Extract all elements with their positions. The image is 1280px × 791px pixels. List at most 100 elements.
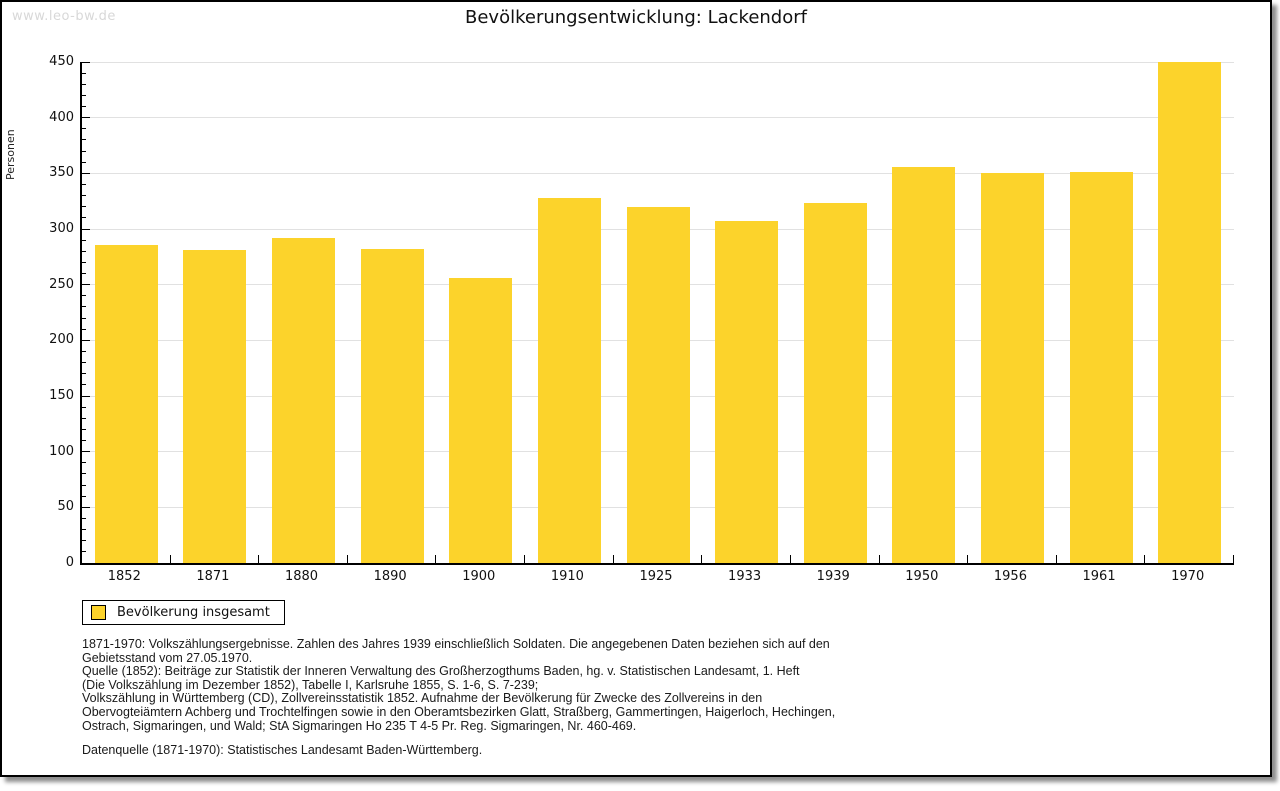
y-major-tick — [82, 506, 90, 508]
y-minor-tick — [82, 239, 86, 241]
x-tick-label-1880: 1880 — [284, 569, 319, 584]
y-tick-label-50: 50 — [57, 499, 74, 515]
y-minor-tick — [82, 139, 86, 141]
population-bar-chart: Personen 0 50 100 150 200 250 300 350 400 450 1852… — [2, 2, 1270, 775]
y-minor-tick — [82, 128, 86, 130]
note-line: Quelle (1852): Beiträge zur Statistik de… — [82, 664, 800, 679]
bar-1852 — [94, 244, 158, 563]
y-minor-tick — [82, 473, 86, 475]
y-minor-tick — [82, 261, 86, 263]
x-boundary-tick — [878, 555, 880, 563]
y-minor-tick — [82, 206, 86, 208]
y-major-tick — [82, 284, 90, 286]
x-tick-label-1910: 1910 — [550, 569, 584, 584]
y-minor-tick — [82, 150, 86, 152]
x-tick-label-1900: 1900 — [462, 569, 496, 584]
y-major-tick — [82, 451, 90, 453]
y-major-tick — [82, 395, 90, 397]
x-tick-label-1933: 1933 — [728, 569, 762, 584]
x-boundary-tick — [701, 555, 703, 563]
y-minor-tick — [82, 350, 86, 352]
chart-page: www.leo-bw.de Bevölkerungsentwicklung: L… — [0, 0, 1272, 777]
y-minor-tick — [82, 529, 86, 531]
y-tick-label-400: 400 — [49, 109, 74, 125]
y-minor-tick — [82, 83, 86, 85]
x-tick-label-1871: 1871 — [196, 569, 230, 584]
x-boundary-tick — [612, 555, 614, 563]
x-tick-label-1939: 1939 — [816, 569, 850, 584]
bar-1933 — [715, 221, 779, 563]
y-minor-tick — [82, 551, 86, 553]
legend-box: Bevölkerung insgesamt — [82, 600, 285, 625]
bar-1970 — [1158, 62, 1222, 563]
gridline-y-400 — [82, 117, 1234, 119]
y-minor-tick — [82, 217, 86, 219]
y-minor-tick — [82, 495, 86, 497]
y-minor-tick — [82, 417, 86, 419]
y-minor-tick — [82, 406, 86, 408]
y-minor-tick — [82, 183, 86, 185]
datasource-note: Datenquelle (1871-1970): Statistisches L… — [82, 743, 483, 757]
bar-1871 — [183, 250, 247, 563]
y-minor-tick — [82, 161, 86, 163]
y-tick-label-100: 100 — [49, 443, 74, 459]
y-minor-tick — [82, 195, 86, 197]
x-boundary-tick — [967, 555, 969, 563]
x-tick-label-1970: 1970 — [1171, 569, 1205, 584]
y-minor-tick — [82, 306, 86, 308]
bar-1956 — [980, 173, 1044, 563]
bar-1961 — [1069, 172, 1133, 563]
x-boundary-tick — [169, 555, 171, 563]
y-minor-tick — [82, 362, 86, 364]
y-minor-tick — [82, 440, 86, 442]
gridline-y-350 — [82, 172, 1234, 174]
x-tick-label-1950: 1950 — [905, 569, 939, 584]
note-line: Volkszählung in Württemberg (CD), Zollve… — [82, 691, 763, 706]
y-minor-tick — [82, 484, 86, 486]
bar-1925 — [626, 206, 690, 563]
bar-1939 — [803, 203, 867, 563]
y-tick-label-300: 300 — [49, 221, 74, 236]
legend-swatch-icon — [91, 605, 106, 620]
y-minor-tick — [82, 540, 86, 542]
y-major-tick — [82, 228, 90, 230]
note-line: Obervogteiämtern Achberg und Trochtelfin… — [82, 704, 836, 719]
leo-bw-watermark: www.leo-bw.de — [12, 9, 116, 24]
y-axis-title: Personen — [4, 129, 17, 180]
bar-1890 — [360, 249, 424, 563]
bar-1880 — [272, 237, 336, 563]
y-tick-label-200: 200 — [49, 332, 74, 348]
x-tick-label-1890: 1890 — [373, 569, 407, 584]
x-boundary-tick — [1233, 555, 1234, 563]
note-line: Gebietsstand vom 27.05.1970. — [82, 650, 253, 665]
x-boundary-tick — [1055, 555, 1057, 563]
x-tick-label-1956: 1956 — [993, 569, 1027, 584]
bar-1950 — [892, 166, 956, 563]
y-tick-label-150: 150 — [49, 388, 74, 403]
x-boundary-tick — [258, 555, 260, 563]
y-tick-label-250: 250 — [49, 276, 74, 292]
y-minor-tick — [82, 517, 86, 519]
note-line: 1871-1970: Volkszählungsergebnisse. Zahl… — [82, 637, 830, 651]
plot-area — [80, 61, 1234, 565]
x-boundary-tick — [1144, 555, 1146, 563]
y-major-tick — [82, 61, 90, 63]
x-boundary-tick — [346, 555, 348, 563]
y-minor-tick — [82, 273, 86, 275]
legend-label: Bevölkerung insgesamt — [117, 605, 270, 620]
x-tick-label-1961: 1961 — [1082, 569, 1116, 584]
y-minor-tick — [82, 250, 86, 252]
y-minor-tick — [82, 328, 86, 330]
y-major-tick — [82, 339, 90, 341]
y-minor-tick — [82, 384, 86, 386]
chart-title: Bevölkerungsentwicklung: Lackendorf — [465, 7, 807, 28]
x-boundary-tick — [524, 555, 526, 563]
y-minor-tick — [82, 462, 86, 464]
y-minor-tick — [82, 106, 86, 108]
x-tick-label-1925: 1925 — [639, 569, 673, 584]
y-tick-label-0: 0 — [65, 555, 74, 570]
x-tick-label-1852: 1852 — [107, 569, 141, 584]
y-minor-tick — [82, 295, 86, 297]
y-minor-tick — [82, 72, 86, 74]
bar-1910 — [537, 197, 601, 563]
